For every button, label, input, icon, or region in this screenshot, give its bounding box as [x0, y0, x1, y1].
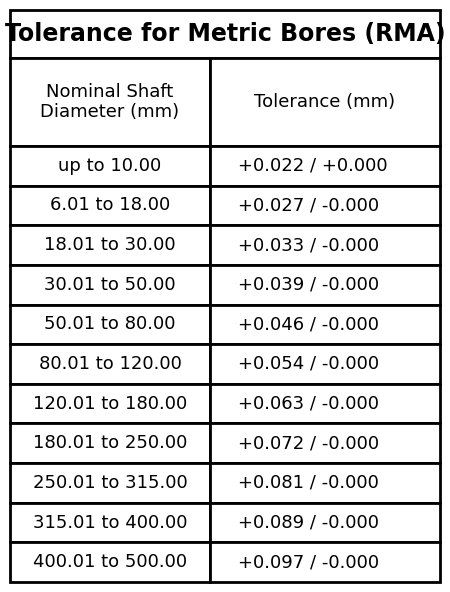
Bar [210, 503, 440, 542]
Bar [10, 58, 210, 146]
Bar [210, 304, 440, 344]
Bar [210, 265, 440, 304]
Text: +0.089 / -0.000: +0.089 / -0.000 [238, 513, 378, 532]
Text: Tolerance for Metric Bores (RMA): Tolerance for Metric Bores (RMA) [4, 22, 446, 46]
Text: up to 10.00: up to 10.00 [58, 157, 162, 175]
Text: 250.01 to 315.00: 250.01 to 315.00 [32, 474, 187, 492]
Bar [210, 226, 440, 265]
Text: 80.01 to 120.00: 80.01 to 120.00 [39, 355, 181, 373]
Bar [210, 463, 440, 503]
Text: +0.046 / -0.000: +0.046 / -0.000 [238, 316, 378, 333]
Bar [210, 384, 440, 423]
Text: 18.01 to 30.00: 18.01 to 30.00 [44, 236, 176, 254]
Text: +0.022 / +0.000: +0.022 / +0.000 [238, 157, 387, 175]
Text: 400.01 to 500.00: 400.01 to 500.00 [33, 553, 187, 571]
Text: 50.01 to 80.00: 50.01 to 80.00 [44, 316, 176, 333]
Bar [10, 344, 210, 384]
Bar [10, 542, 210, 582]
Bar [10, 265, 210, 304]
Bar [210, 542, 440, 582]
Text: +0.054 / -0.000: +0.054 / -0.000 [238, 355, 379, 373]
Bar [10, 384, 210, 423]
Bar [210, 146, 440, 186]
Bar [10, 186, 210, 226]
Text: 120.01 to 180.00: 120.01 to 180.00 [33, 395, 187, 413]
Text: Tolerance (mm): Tolerance (mm) [254, 93, 396, 111]
Bar [210, 344, 440, 384]
Text: 180.01 to 250.00: 180.01 to 250.00 [33, 435, 187, 452]
Bar [10, 503, 210, 542]
Text: +0.097 / -0.000: +0.097 / -0.000 [238, 553, 379, 571]
Bar [210, 186, 440, 226]
Text: +0.063 / -0.000: +0.063 / -0.000 [238, 395, 378, 413]
Text: 30.01 to 50.00: 30.01 to 50.00 [44, 276, 176, 294]
Bar [210, 423, 440, 463]
Text: +0.072 / -0.000: +0.072 / -0.000 [238, 435, 379, 452]
Text: +0.081 / -0.000: +0.081 / -0.000 [238, 474, 378, 492]
Text: Nominal Shaft
Diameter (mm): Nominal Shaft Diameter (mm) [40, 83, 180, 121]
Bar [10, 304, 210, 344]
Text: +0.027 / -0.000: +0.027 / -0.000 [238, 197, 379, 214]
Text: 6.01 to 18.00: 6.01 to 18.00 [50, 197, 170, 214]
Bar [10, 10, 440, 58]
Bar [10, 463, 210, 503]
Bar [210, 58, 440, 146]
Bar [10, 146, 210, 186]
Text: +0.039 / -0.000: +0.039 / -0.000 [238, 276, 379, 294]
Text: 315.01 to 400.00: 315.01 to 400.00 [33, 513, 187, 532]
Bar [10, 423, 210, 463]
Bar [10, 226, 210, 265]
Text: +0.033 / -0.000: +0.033 / -0.000 [238, 236, 379, 254]
